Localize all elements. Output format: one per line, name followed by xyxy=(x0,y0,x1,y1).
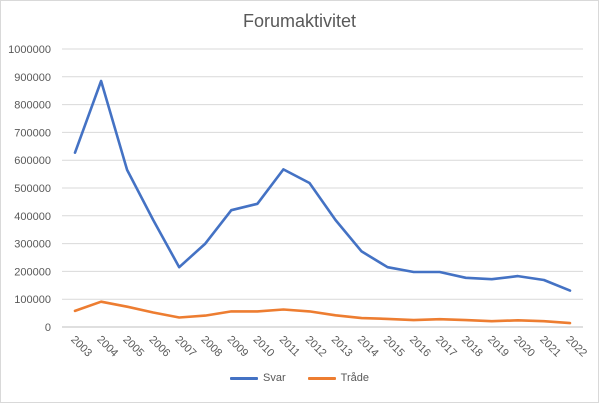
y-tick-label: 200000 xyxy=(14,266,51,278)
x-axis-tick-labels: 2003 2004 2005 2006 2007 2008 2009 2010 2011 2012… xyxy=(68,334,589,360)
chart-title: Forumaktivitet xyxy=(242,11,357,31)
series-line-1 xyxy=(73,300,572,325)
series-lines xyxy=(73,79,572,325)
legend-swatch-svar xyxy=(230,376,259,380)
x-tick-label: 2014 xyxy=(355,334,381,360)
x-tick-label: 2013 xyxy=(329,334,355,360)
legend-label-svar: Svar xyxy=(263,372,286,384)
x-tick-label: 2015 xyxy=(381,334,407,360)
x-tick-label: 2007 xyxy=(173,334,199,360)
gridlines xyxy=(62,48,583,328)
x-tick-label: 2011 xyxy=(277,334,302,359)
legend-label-trade: Tråde xyxy=(340,372,369,384)
y-tick-label: 700000 xyxy=(14,127,51,139)
series-line-0 xyxy=(73,79,572,292)
x-tick-label: 2022 xyxy=(563,334,589,360)
x-tick-label: 2019 xyxy=(485,334,511,360)
y-tick-label: 0 xyxy=(45,322,51,334)
x-tick-label: 2006 xyxy=(146,334,172,360)
legend-swatch-trade xyxy=(307,376,336,380)
x-tick-label: 2018 xyxy=(459,334,485,360)
x-tick-label: 2016 xyxy=(407,334,433,360)
y-tick-label: 500000 xyxy=(14,183,51,195)
x-tick-label: 2020 xyxy=(511,334,537,360)
y-axis-tick-labels: 0 100000 200000 300000 400000 500000 600000 700… xyxy=(8,44,51,334)
y-tick-label: 600000 xyxy=(14,155,51,167)
legend: Svar Tråde xyxy=(0,372,599,384)
legend-item-trade: Tråde xyxy=(307,372,369,384)
y-tick-label: 300000 xyxy=(14,239,51,251)
x-tick-label: 2021 xyxy=(537,334,563,360)
y-tick-label: 800000 xyxy=(14,100,51,112)
x-tick-label: 2003 xyxy=(68,334,94,360)
y-tick-label: 1000000 xyxy=(8,44,51,56)
y-tick-label: 400000 xyxy=(14,211,51,223)
legend-item-svar: Svar xyxy=(230,372,286,384)
x-tick-label: 2012 xyxy=(303,334,329,360)
x-tick-label: 2005 xyxy=(120,334,146,360)
x-tick-label: 2009 xyxy=(225,334,251,360)
x-tick-label: 2004 xyxy=(94,334,120,360)
y-tick-label: 900000 xyxy=(14,72,51,84)
x-tick-label: 2008 xyxy=(199,334,225,360)
x-tick-label: 2010 xyxy=(251,334,277,360)
x-tick-label: 2017 xyxy=(433,334,459,360)
y-tick-label: 100000 xyxy=(14,294,51,306)
